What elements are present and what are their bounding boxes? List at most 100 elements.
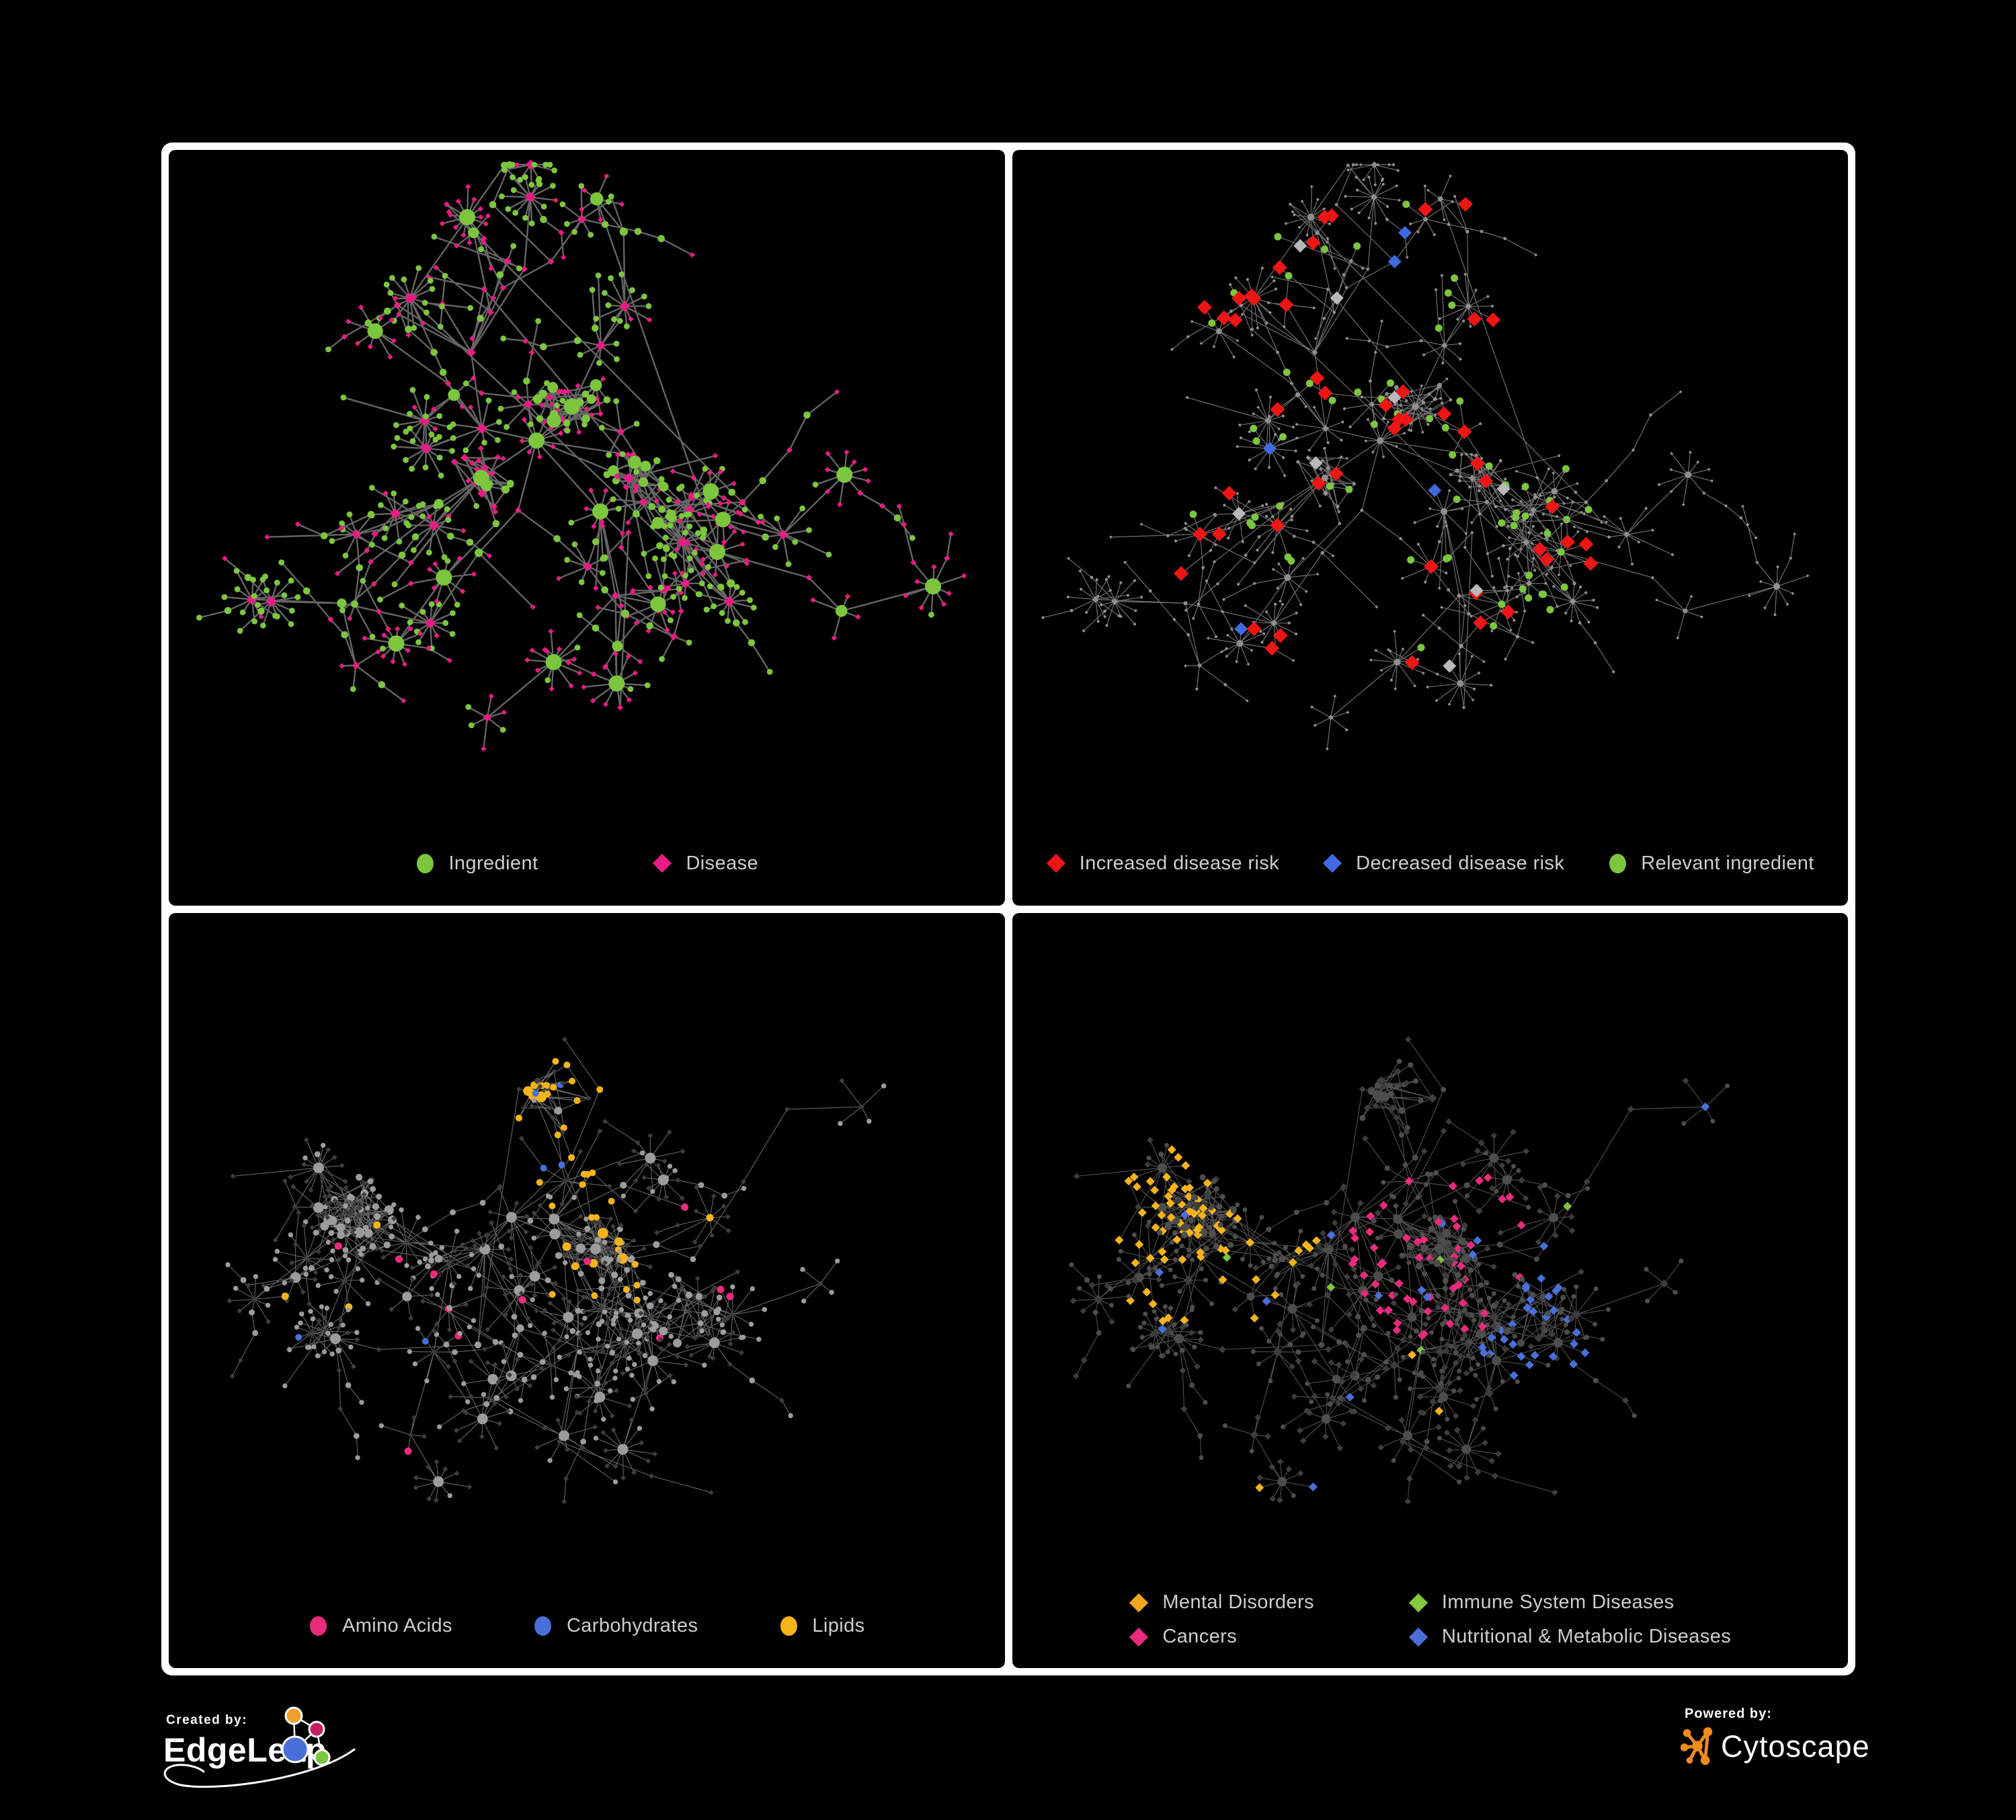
network-node-circle <box>1355 163 1358 167</box>
network-node-circle <box>1440 274 1443 277</box>
network-node-diamond <box>1322 207 1326 211</box>
network-node-circle <box>1361 1398 1367 1403</box>
network-node-diamond <box>1443 1429 1450 1436</box>
network-node-circle <box>617 1443 629 1455</box>
network-node-circle <box>593 315 600 322</box>
network-node-circle <box>1461 319 1465 323</box>
network-node-diamond <box>358 305 364 311</box>
network-node-diamond <box>1318 467 1322 471</box>
network-node-circle <box>369 1242 376 1250</box>
network-node-circle <box>575 1243 586 1253</box>
network-node-circle <box>630 1396 636 1402</box>
network-node-diamond <box>630 588 636 594</box>
network-node-diamond <box>468 1393 474 1399</box>
network-node-circle <box>1387 1082 1393 1088</box>
network-node-circle <box>647 1355 659 1366</box>
network-node-diamond <box>632 487 639 494</box>
network-node-diamond <box>1345 1392 1355 1402</box>
network-node-diamond <box>1387 254 1402 268</box>
network-node-circle <box>577 1349 582 1355</box>
network-node-circle <box>424 394 430 400</box>
legend-item-relevant-ingredient: Relevant ingredient <box>1607 853 1814 875</box>
network-node-diamond <box>1245 699 1249 703</box>
network-node-circle <box>1108 588 1112 592</box>
network-node-diamond <box>1294 1279 1301 1287</box>
network-node-diamond <box>1458 474 1462 479</box>
network-node-circle <box>1271 1240 1277 1245</box>
network-node-circle <box>1321 1413 1331 1423</box>
network-node-circle <box>628 455 641 469</box>
network-node-circle <box>803 411 811 419</box>
network-node-diamond <box>321 1328 327 1334</box>
network-node-diamond <box>1148 1299 1158 1308</box>
network-node-circle <box>1427 392 1430 396</box>
network-node-circle <box>342 1253 348 1259</box>
network-node-circle <box>516 1324 524 1332</box>
network-node-diamond <box>1311 349 1318 356</box>
network-node-circle <box>1478 1297 1483 1302</box>
network-node-diamond <box>1435 1347 1445 1357</box>
network-node-circle <box>558 1161 565 1169</box>
network-node-diamond <box>1406 1251 1413 1259</box>
network-node-circle <box>653 457 661 465</box>
network-node-diamond <box>901 521 908 528</box>
network-node-circle <box>1084 1277 1090 1283</box>
network-node-diamond <box>542 647 548 653</box>
network-node-diamond <box>592 1424 598 1430</box>
network-node-circle <box>1393 1203 1398 1208</box>
network-node-diamond <box>1328 715 1334 721</box>
network-node-circle <box>637 1425 643 1431</box>
network-node-circle <box>1373 1297 1379 1302</box>
network-node-circle <box>233 567 240 574</box>
network-node-diamond <box>1268 1463 1275 1470</box>
network-node-circle <box>1133 609 1137 612</box>
network-node-circle <box>442 620 449 627</box>
network-node-diamond <box>1278 599 1282 603</box>
network-node-circle <box>1425 1315 1430 1320</box>
network-node-diamond <box>1374 605 1378 609</box>
network-node-circle <box>573 337 581 345</box>
network-node-diamond <box>237 1308 243 1314</box>
network-node-diamond <box>433 1497 439 1503</box>
network-node-circle <box>1188 1382 1195 1388</box>
network-node-diamond <box>434 598 440 604</box>
network-node-diamond <box>1583 500 1588 505</box>
network-node-diamond <box>1631 448 1635 452</box>
network-node-diamond <box>1805 573 1809 578</box>
network-node-diamond <box>1102 615 1106 619</box>
network-node-diamond <box>581 684 587 690</box>
network-node-diamond <box>444 380 452 387</box>
network-node-diamond <box>1357 1199 1364 1206</box>
network-node-circle <box>1162 1304 1168 1309</box>
network-node-diamond <box>567 1298 573 1304</box>
network-node-circle <box>429 286 436 292</box>
network-node-diamond <box>1277 562 1281 566</box>
network-node-diamond <box>467 1484 473 1490</box>
network-node-circle <box>295 1333 303 1341</box>
network-node-diamond <box>944 555 951 561</box>
network-node-diamond <box>1435 524 1439 528</box>
network-node-circle <box>1240 1256 1245 1261</box>
network-node-circle <box>253 1273 259 1279</box>
network-node-circle <box>692 549 698 556</box>
network-node-circle <box>1519 585 1527 593</box>
network-node-circle <box>1423 1181 1428 1187</box>
network-node-circle <box>1206 1224 1212 1230</box>
network-node-diamond <box>612 651 619 657</box>
network-node-circle <box>1440 508 1447 515</box>
network-node-circle <box>1467 1287 1472 1292</box>
network-node-circle <box>633 469 640 475</box>
network-node-circle <box>442 272 448 279</box>
network-node-circle <box>612 641 623 652</box>
network-node-diamond <box>505 1408 511 1414</box>
network-node-circle <box>444 557 451 564</box>
network-node-circle <box>613 1310 619 1316</box>
network-node-diamond <box>480 1242 486 1248</box>
network-node-diamond <box>1699 615 1703 619</box>
network-node-circle <box>438 303 445 310</box>
network-node-diamond <box>663 1193 669 1199</box>
network-node-circle <box>1462 1306 1467 1312</box>
network-node-circle <box>1246 519 1254 527</box>
network-node-circle <box>1291 1493 1296 1498</box>
network-node-diamond <box>631 1148 637 1154</box>
